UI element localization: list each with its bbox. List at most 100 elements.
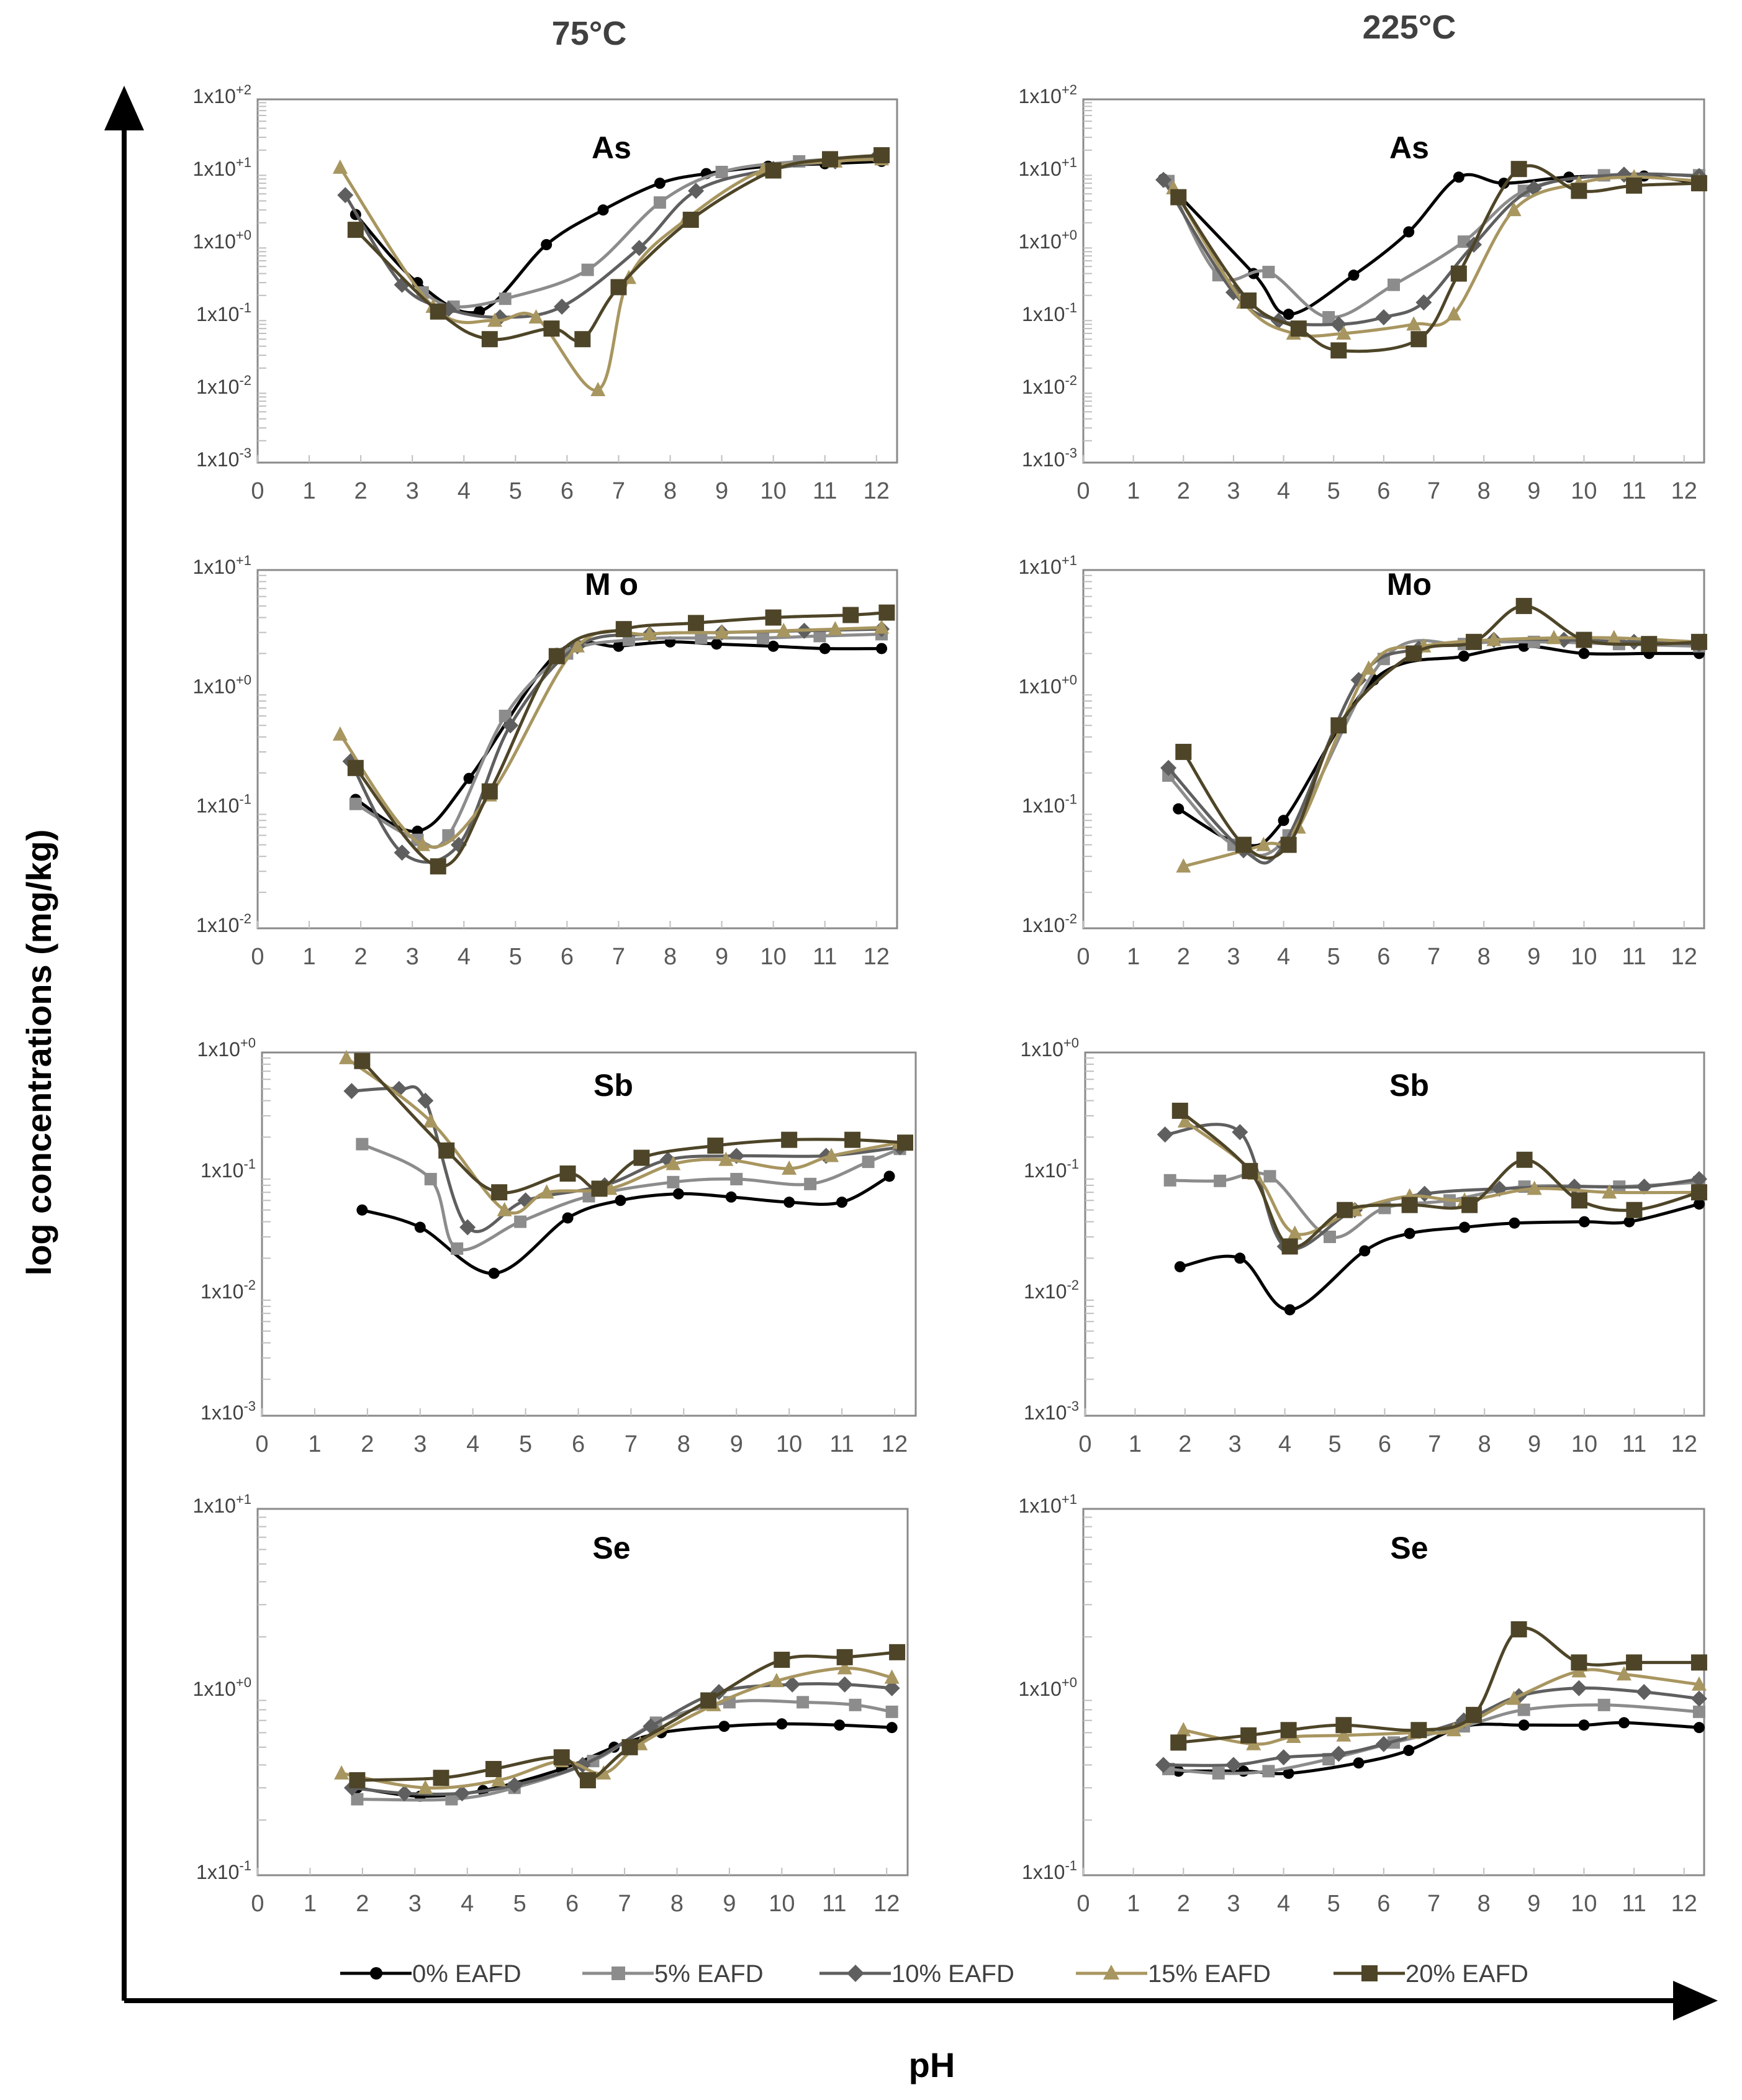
data-point <box>613 640 625 652</box>
data-point <box>1284 1304 1296 1316</box>
data-point <box>610 279 627 296</box>
data-point <box>1571 183 1587 199</box>
data-point <box>499 292 512 305</box>
data-point <box>707 1138 724 1154</box>
data-point <box>1510 1621 1527 1637</box>
data-point <box>1690 1184 1707 1201</box>
data-point <box>415 836 430 851</box>
data-point <box>700 1692 717 1709</box>
x-tick-label: 10 <box>1571 1891 1597 1917</box>
data-point <box>819 643 831 654</box>
data-point <box>1576 631 1592 648</box>
x-tick-label: 1 <box>1127 944 1140 970</box>
series-line <box>1178 1109 1701 1249</box>
x-tick-label: 11 <box>822 1891 846 1917</box>
data-point <box>1690 1690 1707 1707</box>
y-tick-label: 1x10-1 <box>196 1858 251 1883</box>
y-tick-label: 1x10-1 <box>1024 1156 1079 1182</box>
series-20-eafd <box>1175 597 1707 860</box>
data-point <box>581 263 594 276</box>
y-tick-label: 1x10+1 <box>1019 553 1077 578</box>
data-point <box>1579 1216 1591 1228</box>
data-point <box>349 797 362 810</box>
x-tick-label: 2 <box>1178 1431 1191 1457</box>
data-point <box>338 1049 354 1064</box>
data-point <box>1597 1698 1610 1711</box>
data-point <box>633 1149 650 1166</box>
x-tick-label: 12 <box>1671 1891 1697 1917</box>
data-point <box>1403 1745 1415 1757</box>
data-point <box>886 1722 898 1734</box>
data-point <box>1616 1666 1631 1681</box>
y-tick-label: 1x10-1 <box>1022 1858 1077 1883</box>
data-point <box>631 240 648 256</box>
data-point <box>1404 1228 1415 1239</box>
data-point <box>1323 1230 1336 1243</box>
x-tick-label: 7 <box>1428 1431 1441 1457</box>
y-tick-exponent: -3 <box>243 1398 256 1414</box>
y-tick-exponent: -1 <box>1065 792 1077 807</box>
x-tick-label: 12 <box>882 1431 908 1457</box>
x-tick-label: 5 <box>509 944 522 970</box>
series-line <box>354 153 883 343</box>
y-tick-exponent: +1 <box>236 155 251 170</box>
data-point <box>1641 636 1658 653</box>
data-point <box>1450 265 1467 282</box>
data-point <box>506 1777 523 1794</box>
y-tick-base: 1x10 <box>196 376 239 398</box>
y-tick-label: 1x10+0 <box>1019 227 1077 253</box>
y-tick-label: 1x10+0 <box>193 227 251 253</box>
y-tick-base: 1x10 <box>1019 85 1062 107</box>
y-tick-base: 1x10 <box>1022 1861 1065 1883</box>
data-point <box>548 648 565 664</box>
data-point <box>1546 630 1562 645</box>
data-point <box>718 1721 730 1732</box>
x-tick-label: 4 <box>1278 1431 1291 1457</box>
x-tick-label: 10 <box>1571 944 1597 970</box>
y-tick-exponent: +0 <box>1062 672 1077 687</box>
data-point <box>1626 1654 1643 1671</box>
x-tick-label: 4 <box>458 478 471 504</box>
series-line <box>340 1667 894 1790</box>
x-tick-label: 3 <box>406 478 419 504</box>
data-point <box>725 1191 737 1203</box>
series-20-eafd <box>354 1052 914 1201</box>
data-point <box>1175 743 1192 760</box>
y-tick-label: 1x10+0 <box>193 672 251 697</box>
data-point <box>1375 309 1392 325</box>
y-tick-exponent: +0 <box>1062 1675 1077 1690</box>
data-point <box>559 1165 576 1182</box>
x-tick-label: 2 <box>1177 944 1190 970</box>
legend-item-0pct: 0% EAFD <box>340 1960 521 1988</box>
x-tick-label: 3 <box>1229 1431 1242 1457</box>
data-point <box>1618 1717 1630 1729</box>
x-tick-label: 2 <box>361 1431 374 1457</box>
y-tick-exponent: +1 <box>1062 553 1077 568</box>
data-point <box>1518 1719 1530 1731</box>
data-point <box>781 1131 798 1148</box>
data-point <box>1578 648 1590 659</box>
y-tick-base: 1x10 <box>193 1678 236 1700</box>
data-point <box>1403 226 1415 238</box>
column-title-225c: 225°C <box>1363 9 1456 46</box>
data-point <box>782 1160 797 1175</box>
data-point <box>666 1156 681 1170</box>
y-tick-label: 1x10-3 <box>1024 1398 1079 1424</box>
data-point <box>849 1698 862 1711</box>
series-line <box>355 1650 899 1782</box>
data-point <box>1571 1680 1587 1696</box>
series-20-eafd <box>347 147 890 348</box>
data-point <box>1410 1722 1427 1739</box>
x-tick-label: 0 <box>1076 1891 1090 1917</box>
data-point <box>1690 633 1707 650</box>
data-point <box>1283 1767 1294 1779</box>
y-tick-label: 1x10+0 <box>1021 1035 1079 1061</box>
data-point <box>1509 1217 1520 1229</box>
data-point <box>334 1765 350 1780</box>
legend: 0% EAFD 5% EAFD 10% EAFD 15% EAFD 20% EA… <box>340 1960 1528 1988</box>
x-tick-label: 7 <box>612 944 625 970</box>
